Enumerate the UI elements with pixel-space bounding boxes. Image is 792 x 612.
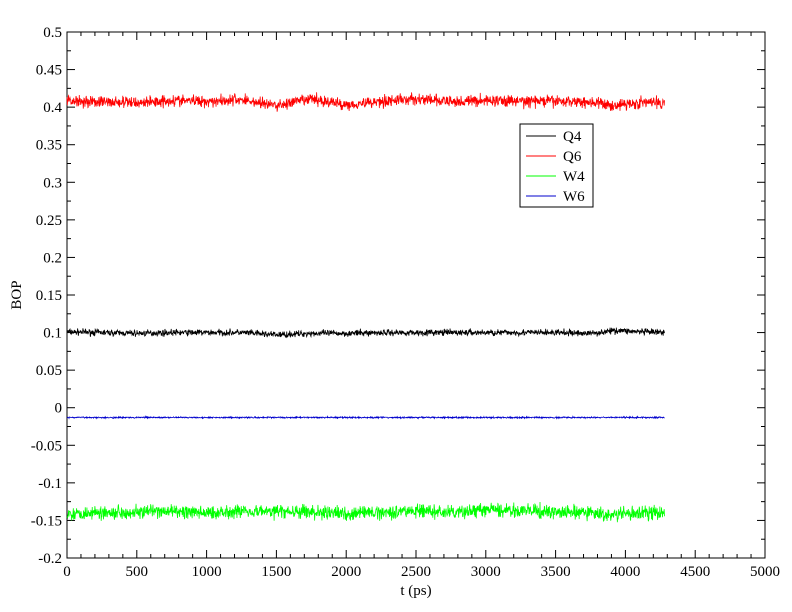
y-tick-label: -0.05: [31, 438, 62, 454]
series-w6-line: [66, 415, 665, 420]
x-tick-label: 0: [63, 564, 71, 580]
legend-label-w4: W4: [563, 169, 585, 185]
series-q6-line: [66, 92, 665, 112]
y-tick-label: 0.5: [43, 25, 62, 41]
y-tick-label: 0.05: [36, 363, 62, 379]
y-tick-label: 0.15: [36, 288, 62, 304]
y-tick-label: 0: [55, 401, 63, 417]
x-axis-label: t (ps): [400, 583, 431, 599]
y-tick-label: 0.35: [36, 138, 62, 154]
series-layer: [66, 92, 665, 523]
x-tick-label: 500: [126, 564, 149, 580]
y-tick-label: 0.2: [43, 250, 62, 266]
x-tick-label: 2000: [331, 564, 361, 580]
x-tick-label: 3000: [471, 564, 501, 580]
x-tick-label: 4500: [680, 564, 710, 580]
y-tick-label: 0.45: [36, 63, 62, 79]
y-tick-label: -0.1: [38, 476, 62, 492]
x-tick-label: 5000: [750, 564, 780, 580]
series-w4-line: [66, 501, 665, 523]
y-axis-label: BOP: [9, 280, 25, 309]
x-tick-label: 3500: [541, 564, 571, 580]
x-tick-label: 4000: [610, 564, 640, 580]
legend: Q4 Q6 W4 W6: [519, 123, 594, 208]
legend-label-q6: Q6: [563, 149, 582, 165]
y-tick-label: -0.2: [38, 551, 62, 567]
y-axis: -0.2 -0.15 -0.1 -0.05 0 0.05 0.1 0.15 0.2 0.25 0.3…: [31, 25, 765, 567]
y-tick-label: 0.4: [43, 100, 62, 116]
y-tick-label: -0.15: [31, 513, 62, 529]
y-tick-label: 0.1: [43, 326, 62, 342]
legend-label-w6: W6: [563, 189, 585, 205]
y-tick-label: 0.25: [36, 213, 62, 229]
series-q4-line: [66, 327, 665, 339]
x-axis: 0 500 1000 1500 2000 2500 3000 3500 4000 4500 5000: [63, 32, 780, 580]
legend-box: [519, 123, 594, 208]
x-tick-label: 1500: [261, 564, 291, 580]
x-tick-label: 1000: [192, 564, 222, 580]
x-tick-label: 2500: [401, 564, 431, 580]
plot-frame: [66, 31, 766, 559]
y-tick-label: 0.3: [43, 175, 62, 191]
legend-label-q4: Q4: [563, 129, 582, 145]
